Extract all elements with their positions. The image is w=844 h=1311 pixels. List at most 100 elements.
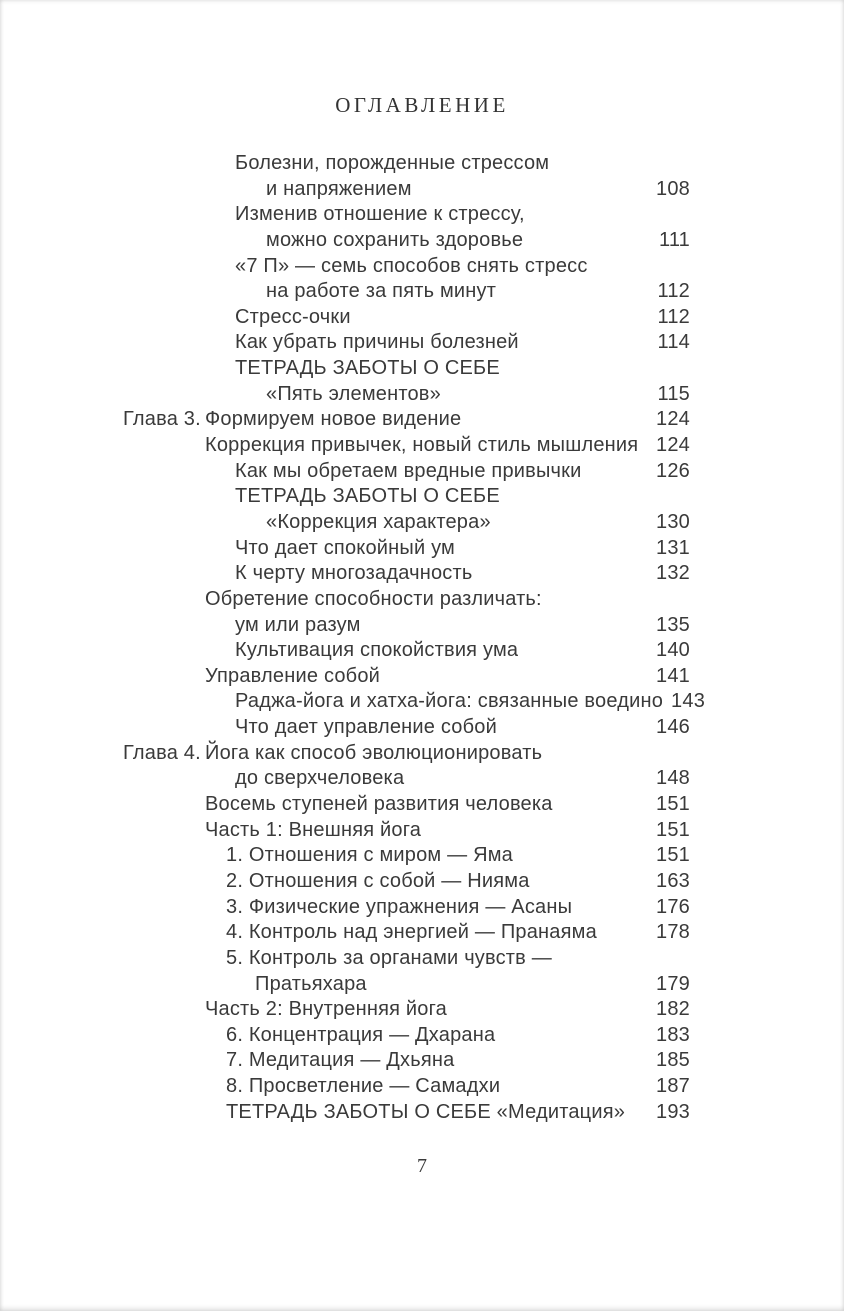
toc-page-number: 183 xyxy=(656,1023,690,1046)
folio-page-number: 7 xyxy=(417,1155,427,1177)
toc-page-number: 182 xyxy=(656,998,690,1021)
toc-entry-text: Пратьяхара xyxy=(255,972,367,995)
toc-row: 1. Отношения с миром — Яма 151 xyxy=(123,844,690,870)
toc-page-number: 176 xyxy=(656,895,690,918)
toc-page-number: 111 xyxy=(658,228,690,251)
toc-row: Пратьяхара 179 xyxy=(123,973,690,999)
toc-entry-text: и напряжением xyxy=(266,177,412,200)
toc-page-number: 148 xyxy=(656,767,690,790)
toc-page-number: 179 xyxy=(656,972,690,995)
toc-page-number: 178 xyxy=(656,921,690,944)
toc-entry-text: К черту многозадачность xyxy=(235,562,473,585)
toc-entry-text: 3. Физические упражнения — Асаны xyxy=(226,895,573,918)
toc-row: 8. Просветление — Самадхи 187 xyxy=(123,1075,690,1101)
toc-entry-text: ТЕТРАДЬ ЗАБОТЫ О СЕБЕ xyxy=(235,357,500,380)
toc-row: Как мы обретаем вредные привычки 126 xyxy=(123,460,690,486)
toc-row: «Коррекция характера» 130 xyxy=(123,511,690,537)
toc-entry-text: «Коррекция характера» xyxy=(266,510,491,533)
toc-row: Культивация спокойствия ума 140 xyxy=(123,639,690,665)
toc-page-number: 193 xyxy=(656,1100,690,1123)
toc-page-number: 115 xyxy=(657,382,690,405)
toc-row: ТЕТРАДЬ ЗАБОТЫ О СЕБЕ «Медитация» 193 xyxy=(123,1101,690,1127)
toc-page-number: 141 xyxy=(656,664,690,687)
toc-row: и напряжением 108 xyxy=(123,178,690,204)
toc-row: «Пять элементов» 115 xyxy=(123,383,690,409)
toc-entry-text: «7 П» — семь способов снять стресс xyxy=(235,254,588,277)
toc-entry-text: ТЕТРАДЬ ЗАБОТЫ О СЕБЕ xyxy=(235,485,500,508)
toc-row: Глава 3. Формируем новое видение 124 xyxy=(123,408,690,434)
toc-row: Как убрать причины болезней 114 xyxy=(123,331,690,357)
toc-row: ТЕТРАДЬ ЗАБОТЫ О СЕБЕ xyxy=(123,357,690,383)
toc-row: Стресс-очки 112 xyxy=(123,306,690,332)
toc-row: Болезни, порожденные стрессом xyxy=(123,152,690,178)
toc-page-number: 130 xyxy=(656,510,690,533)
toc-row: Раджа-йога и хатха-йога: связанные воеди… xyxy=(123,690,705,716)
toc-entry-text: Управление собой xyxy=(205,664,381,687)
toc-page-number: 131 xyxy=(656,536,690,559)
toc-row: ТЕТРАДЬ ЗАБОТЫ О СЕБЕ xyxy=(123,485,690,511)
toc-row: Изменив отношение к стрессу, xyxy=(123,203,690,229)
toc-entry-text: Йога как способ эволюционировать xyxy=(205,741,543,764)
toc-page-number: 112 xyxy=(657,305,690,328)
toc-row: ум или разум 135 xyxy=(123,614,690,640)
toc-page-number: 132 xyxy=(656,562,690,585)
page-title: ОГЛАВЛЕНИЕ xyxy=(335,93,509,117)
toc-page-number: 140 xyxy=(656,639,690,662)
toc-row: Глава 4. Йога как способ эволюционироват… xyxy=(123,742,690,768)
toc-entry-text: Как мы обретаем вредные привычки xyxy=(235,459,582,482)
toc-row: 2. Отношения с собой — Нияма 163 xyxy=(123,870,690,896)
toc-entry-text: до сверхчеловека xyxy=(235,767,405,790)
toc-row: на работе за пять минут 112 xyxy=(123,280,690,306)
toc-row: до сверхчеловека 148 xyxy=(123,767,690,793)
toc-entry-text: Изменив отношение к стрессу, xyxy=(235,203,525,226)
toc-page-number: 151 xyxy=(656,793,690,816)
toc-entry-text: 8. Просветление — Самадхи xyxy=(226,1075,501,1098)
toc-page-number: 151 xyxy=(656,844,690,867)
toc-page-number: 187 xyxy=(656,1075,690,1098)
toc-entry-text: Болезни, порожденные стрессом xyxy=(235,152,550,174)
toc-entry-text: Коррекция привычек, новый стиль мышления xyxy=(205,434,639,457)
toc-page-number: 114 xyxy=(657,331,690,354)
toc-row: Коррекция привычек, новый стиль мышления… xyxy=(123,434,690,460)
toc-entry-text: можно сохранить здоровье xyxy=(266,228,524,251)
toc-row: Что дает спокойный ум 131 xyxy=(123,537,690,563)
toc-page-number: 185 xyxy=(656,1049,690,1072)
toc-entry-text: Как убрать причины болезней xyxy=(235,331,519,354)
toc-row: «7 П» — семь способов снять стресс xyxy=(123,255,690,281)
toc-entry-text: Формируем новое видение xyxy=(205,408,462,431)
toc-row: Управление собой 141 xyxy=(123,665,690,691)
toc-row: можно сохранить здоровье 111 xyxy=(123,229,690,255)
toc-page-number: 124 xyxy=(656,434,690,457)
toc-entry-text: 6. Концентрация — Дхарана xyxy=(226,1023,496,1046)
toc-page-number: 126 xyxy=(656,459,690,482)
toc-page-number: 143 xyxy=(671,690,706,713)
toc-row: Часть 1: Внешняя йога 151 xyxy=(123,819,690,845)
toc-entry-text: 7. Медитация — Дхьяна xyxy=(226,1049,455,1072)
toc-row: Обретение способности различать: xyxy=(123,588,690,614)
toc-page-number: 135 xyxy=(656,613,690,636)
toc-row: Восемь ступеней развития человека 151 xyxy=(123,793,690,819)
toc-entry-text: 4. Контроль над энергией — Пранаяма xyxy=(226,921,597,944)
toc-entry-text: 2. Отношения с собой — Нияма xyxy=(226,869,530,892)
toc-entry-text: 1. Отношения с миром — Яма xyxy=(226,844,513,867)
toc-entry-text: Обретение способности различать: xyxy=(205,587,542,610)
toc-entry-text: Что дает спокойный ум xyxy=(235,536,456,559)
toc-entry-text: Раджа-йога и хатха-йога: связанные воеди… xyxy=(235,690,664,713)
toc-page-number: 124 xyxy=(656,408,690,431)
chapter-label: Глава 3. xyxy=(123,408,201,431)
toc-row: 5. Контроль за органами чувств — xyxy=(123,947,690,973)
toc-page-number: 163 xyxy=(656,869,690,892)
toc-entry-text: Восемь ступеней развития человека xyxy=(205,793,553,816)
toc-row: 3. Физические упражнения — Асаны 176 xyxy=(123,896,690,922)
toc-entry-text: Часть 1: Внешняя йога xyxy=(205,818,422,841)
toc-entry-text: «Пять элементов» xyxy=(266,382,441,405)
chapter-label: Глава 4. xyxy=(123,741,201,764)
toc-entry-text: 5. Контроль за органами чувств — xyxy=(226,946,552,969)
toc-entry-text: ТЕТРАДЬ ЗАБОТЫ О СЕБЕ «Медитация» xyxy=(226,1100,626,1123)
toc-row: 7. Медитация — Дхьяна 185 xyxy=(123,1049,690,1075)
toc-page-number: 146 xyxy=(656,716,690,739)
toc-row: К черту многозадачность 132 xyxy=(123,562,690,588)
toc-row: Часть 2: Внутренняя йога 182 xyxy=(123,998,690,1024)
toc-page-number: 112 xyxy=(657,280,690,303)
